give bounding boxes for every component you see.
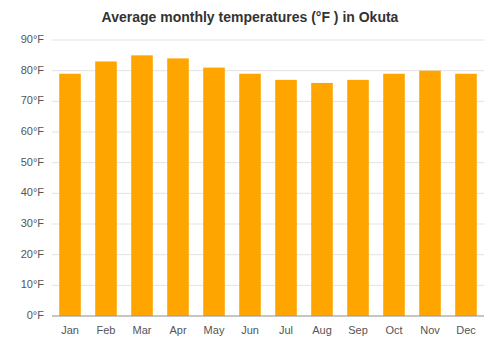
bar	[167, 58, 189, 316]
y-tick-label: 50°F	[21, 156, 45, 168]
bar	[203, 68, 225, 316]
grid-line	[52, 316, 484, 317]
bar	[59, 74, 81, 316]
bar	[347, 80, 369, 316]
y-tick-label: 80°F	[21, 64, 45, 76]
bar	[311, 83, 333, 316]
chart-title: Average monthly temperatures (°F ) in Ok…	[102, 9, 399, 25]
y-axis: 0°F 10°F 20°F 30°F 40°F 50°F 60°F 70°F 80°F 90°F	[21, 33, 45, 321]
x-tick-label: Aug	[312, 324, 332, 336]
x-tick-label: May	[204, 324, 225, 336]
y-tick-label: 70°F	[21, 94, 45, 106]
y-tick-label: 0°F	[27, 309, 45, 321]
bar	[275, 80, 297, 316]
bar	[419, 71, 441, 316]
bar	[455, 74, 477, 316]
y-tick-label: 90°F	[21, 33, 45, 45]
bar	[239, 74, 261, 316]
x-tick-label: Mar	[133, 324, 152, 336]
x-tick-label: Apr	[169, 324, 186, 336]
bar	[95, 61, 117, 316]
chart-container: Average monthly temperatures (°F ) in Ok…	[0, 0, 500, 350]
x-tick-label: Jul	[279, 324, 293, 336]
x-tick-label: Jan	[61, 324, 79, 336]
x-tick-label: Dec	[456, 324, 476, 336]
x-tick-label: Jun	[241, 324, 259, 336]
x-tick-label: Sep	[348, 324, 368, 336]
x-tick-label: Oct	[385, 324, 402, 336]
x-tick-label: Nov	[420, 324, 440, 336]
bar	[131, 55, 153, 316]
bars	[59, 55, 477, 316]
y-tick-label: 60°F	[21, 125, 45, 137]
y-tick-label: 30°F	[21, 217, 45, 229]
chart: Average monthly temperatures (°F ) in Ok…	[0, 0, 500, 350]
grid-line	[52, 40, 484, 41]
y-tick-label: 20°F	[21, 248, 45, 260]
grid	[52, 40, 484, 316]
x-tick-label: Feb	[97, 324, 116, 336]
x-axis-line	[52, 316, 484, 317]
y-tick-label: 40°F	[21, 186, 45, 198]
x-axis: Jan Feb Mar Apr May Jun Jul Aug Sep Oct Nov Dec	[61, 324, 476, 336]
y-tick-label: 10°F	[21, 278, 45, 290]
bar	[383, 74, 405, 316]
